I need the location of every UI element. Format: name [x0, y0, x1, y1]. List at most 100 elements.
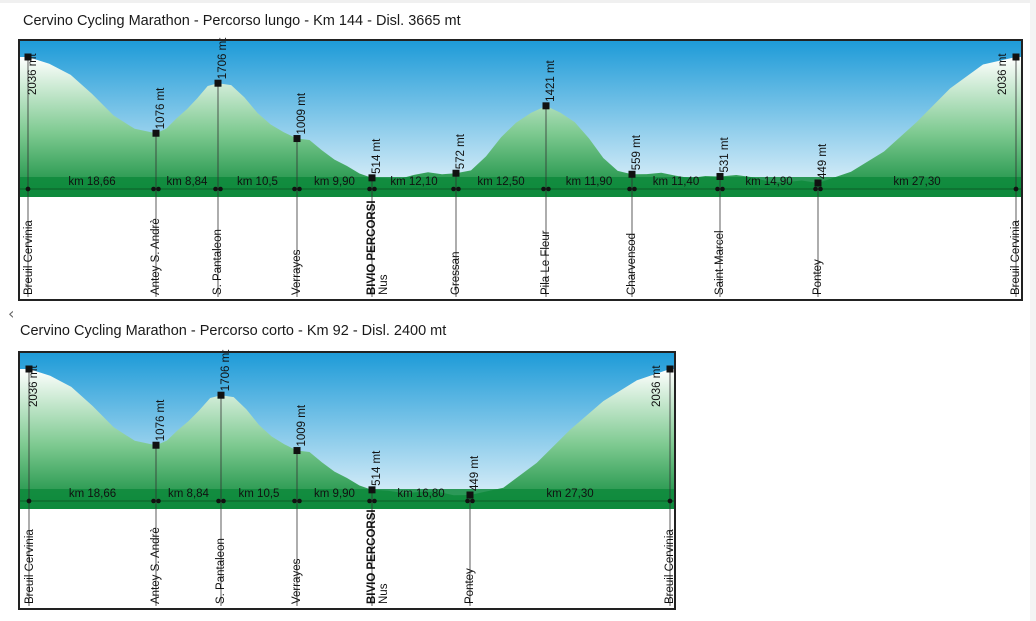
km-point [372, 498, 377, 504]
profile-frame [18, 351, 676, 610]
altitude-label: 514 mt [371, 138, 383, 174]
right-edge-strip [1030, 0, 1036, 621]
altitude-label: 1009 mt [296, 404, 308, 446]
place-sublabel: Nus [378, 583, 390, 604]
altitude-label: 449 mt [469, 455, 481, 491]
segment-km-label: km 9,90 [314, 488, 355, 500]
altitude-marker [293, 447, 301, 455]
altitude-marker [628, 170, 636, 178]
profile-svg: 2036 mt Breuil Cervinia 1076 mt Antey S. An… [18, 37, 1023, 301]
altitude-label: 2036 mt [651, 365, 663, 407]
segment-km-label: km 10,5 [237, 176, 278, 188]
place-label: Breuil Cervinia [24, 529, 36, 604]
altitude-label: 1009 mt [296, 92, 308, 134]
km-point [715, 186, 720, 192]
km-point [465, 498, 470, 504]
altitude-marker [716, 172, 724, 180]
altitude-marker [452, 169, 460, 177]
km-point [25, 186, 31, 192]
altitude-marker [293, 135, 301, 143]
elevation-profile-short: 2036 mt Breuil Cervinia 1076 mt Antey S. An… [18, 349, 676, 610]
chevron-left-icon[interactable]: ‹ [8, 304, 15, 323]
km-point [297, 186, 302, 192]
altitude-marker [466, 491, 474, 499]
altitude-label: 1421 mt [545, 59, 557, 101]
segment-km-label: km 18,66 [68, 176, 115, 188]
km-point [1013, 186, 1019, 192]
km-point [818, 186, 823, 192]
altitude-marker [368, 174, 376, 182]
place-label: BIVIO PERCORSI [366, 200, 378, 295]
km-point [218, 186, 223, 192]
place-label: Antey S. Andrè [150, 527, 162, 604]
km-point [26, 498, 32, 504]
place-label: Verrayes [291, 558, 303, 604]
profile-frame [18, 39, 1023, 301]
altitude-marker [542, 102, 550, 110]
km-point [151, 498, 156, 504]
terrain-area [20, 57, 1021, 197]
altitude-label: 449 mt [817, 143, 829, 179]
altitude-marker [25, 365, 33, 373]
km-point [297, 498, 302, 504]
profile-title-short: Cervino Cycling Marathon - Percorso cort… [20, 323, 447, 339]
place-label: Breuil Cervinia [23, 220, 35, 295]
km-point [456, 186, 461, 192]
km-point [470, 498, 475, 504]
altitude-label: 572 mt [455, 133, 467, 169]
segment-km-label: km 9,90 [314, 176, 355, 188]
place-label: Charvensod [626, 233, 638, 295]
altitude-label: 559 mt [631, 134, 643, 170]
altitude-marker [217, 391, 225, 399]
segment-km-label: km 10,5 [239, 488, 280, 500]
km-point [546, 186, 551, 192]
place-label: Antey S. Andrè [150, 218, 162, 295]
segment-km-label: km 14,90 [745, 176, 792, 188]
altitude-label: 514 mt [371, 450, 383, 486]
altitude-label: 2036 mt [28, 365, 40, 407]
segment-km-label: km 11,40 [653, 176, 699, 188]
segment-km-label: km 16,80 [397, 488, 444, 500]
km-point [367, 498, 372, 504]
place-label: Verrayes [291, 249, 303, 295]
altitude-label: 531 mt [719, 137, 731, 173]
km-point [216, 498, 221, 504]
place-label: Gressan [450, 252, 462, 295]
top-strip [0, 0, 1036, 3]
altitude-label: 1076 mt [155, 399, 167, 441]
km-point [367, 186, 372, 192]
place-label: Breuil Cervinia [664, 529, 676, 604]
km-point [451, 186, 456, 192]
place-label: S. Pantaleon [215, 538, 227, 604]
km-point [156, 186, 161, 192]
km-point [667, 498, 673, 504]
place-label: S. Pantaleon [212, 229, 224, 295]
segment-km-label: km 27,30 [893, 176, 940, 188]
altitude-label: 1706 mt [217, 37, 229, 79]
altitude-label: 1706 mt [220, 349, 232, 391]
km-point [372, 186, 377, 192]
km-point [292, 498, 297, 504]
segment-km-label: km 8,84 [168, 488, 210, 500]
altitude-marker [814, 179, 822, 187]
segment-km-label: km 27,30 [546, 488, 593, 500]
km-point [292, 186, 297, 192]
km-point [213, 186, 218, 192]
terrain-base-band [20, 177, 1021, 197]
elevation-profile-long: 2036 mt Breuil Cervinia 1076 mt Antey S. An… [18, 37, 1023, 301]
place-label: Pontey [464, 568, 476, 604]
segment-km-label: km 12,50 [477, 176, 524, 188]
km-point [813, 186, 818, 192]
place-label: Saint-Marcel [714, 230, 726, 295]
terrain-area [20, 369, 674, 509]
altitude-marker [1012, 53, 1020, 61]
altitude-marker [152, 441, 160, 449]
place-label: BIVIO PERCORSI [366, 509, 378, 604]
altitude-marker [666, 365, 674, 373]
segment-km-label: km 12,10 [390, 176, 437, 188]
place-label: Pontey [812, 259, 824, 295]
km-point [156, 498, 161, 504]
segment-km-label: km 11,90 [566, 176, 612, 188]
km-point [720, 186, 725, 192]
altitude-label: 1076 mt [155, 87, 167, 129]
